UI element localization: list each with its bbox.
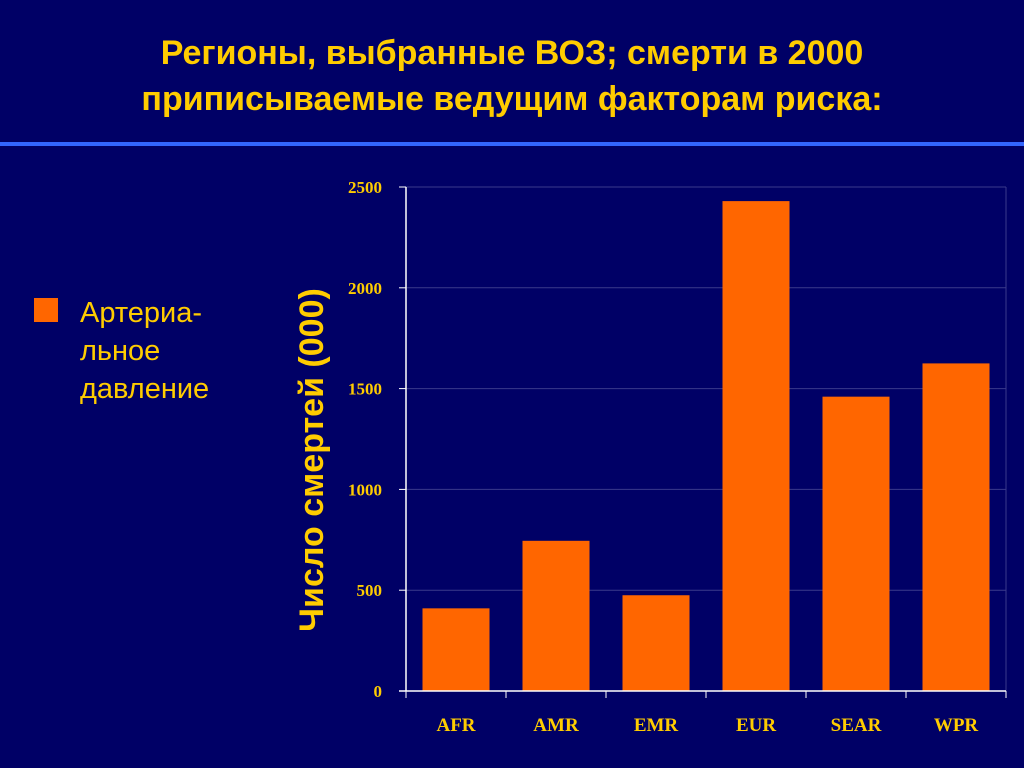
legend-label: Артериа-льное давление <box>80 297 210 405</box>
y-tick-label: 0 <box>374 682 383 701</box>
x-category-label: WPR <box>934 715 979 736</box>
bar-sear <box>822 396 890 691</box>
y-tick-label: 500 <box>357 581 383 600</box>
title-divider <box>0 142 1024 146</box>
title-line-2: приписываемые ведущим факторам риска: <box>141 80 883 118</box>
bar-emr <box>622 595 690 691</box>
y-tick-label: 1500 <box>348 380 382 399</box>
bar-eur <box>722 201 790 691</box>
x-category-label: SEAR <box>831 715 882 736</box>
bar-afr <box>422 608 490 691</box>
y-tick-label: 2500 <box>348 178 382 197</box>
slide-title: Регионы, выбранные ВОЗ; смерти в 2000 пр… <box>0 30 1024 122</box>
x-category-label: EMR <box>634 715 679 736</box>
y-tick-label: 2000 <box>348 279 382 298</box>
y-tick-label: 1000 <box>348 480 382 499</box>
x-category-label: EUR <box>736 715 776 736</box>
x-category-label: AMR <box>533 715 579 736</box>
bar-wpr <box>922 363 990 691</box>
x-category-label: AFR <box>436 715 475 736</box>
legend-swatch <box>34 298 58 322</box>
bar-amr <box>522 540 590 691</box>
title-line-1: Регионы, выбранные ВОЗ; смерти в 2000 <box>160 34 864 72</box>
